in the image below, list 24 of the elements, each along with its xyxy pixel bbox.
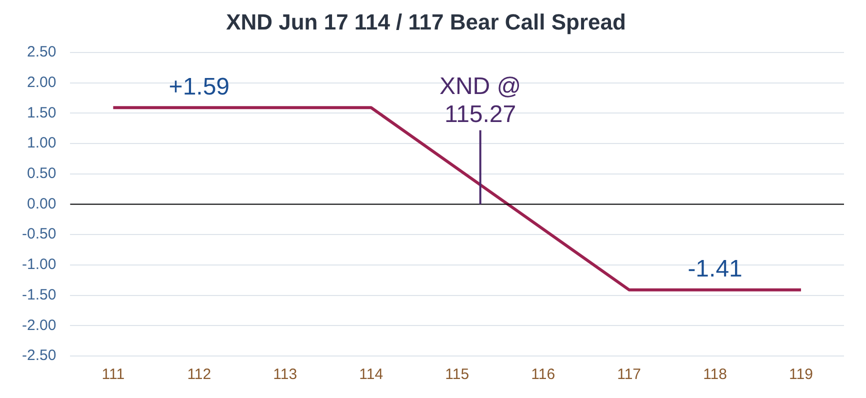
- y-tick-label: 1.50: [26, 104, 56, 122]
- x-tick-label: 116: [531, 366, 556, 384]
- y-tick-label: -2.00: [22, 316, 56, 334]
- x-tick-label: 115: [445, 366, 470, 384]
- annotation: -1.41: [688, 255, 742, 282]
- y-tick-label: -0.50: [22, 226, 56, 243]
- y-tick-label: 0.00: [26, 195, 56, 212]
- x-tick-label: 111: [102, 366, 125, 384]
- y-tick-label: 2.50: [26, 44, 56, 61]
- annotation: +1.59: [168, 73, 230, 100]
- chart-title: XND Jun 17 114 / 117 Bear Call Spread: [226, 9, 626, 34]
- x-tick-label: 112: [187, 366, 212, 384]
- x-tick-label: 118: [703, 366, 727, 384]
- y-tick-label: 1.00: [26, 134, 56, 152]
- y-tick-label: 2.00: [26, 74, 56, 91]
- x-tick-label: 119: [789, 366, 813, 384]
- x-tick-label: 117: [617, 366, 642, 384]
- y-tick-label: -1.00: [22, 256, 56, 274]
- y-tick-label: -1.50: [22, 286, 56, 304]
- y-tick-label: 0.50: [26, 164, 56, 182]
- x-tick-label: 113: [273, 366, 298, 384]
- y-tick-label: -2.50: [22, 347, 56, 364]
- x-tick-label: 114: [359, 366, 384, 384]
- ref-line-label: XND @ 115.27: [439, 73, 522, 128]
